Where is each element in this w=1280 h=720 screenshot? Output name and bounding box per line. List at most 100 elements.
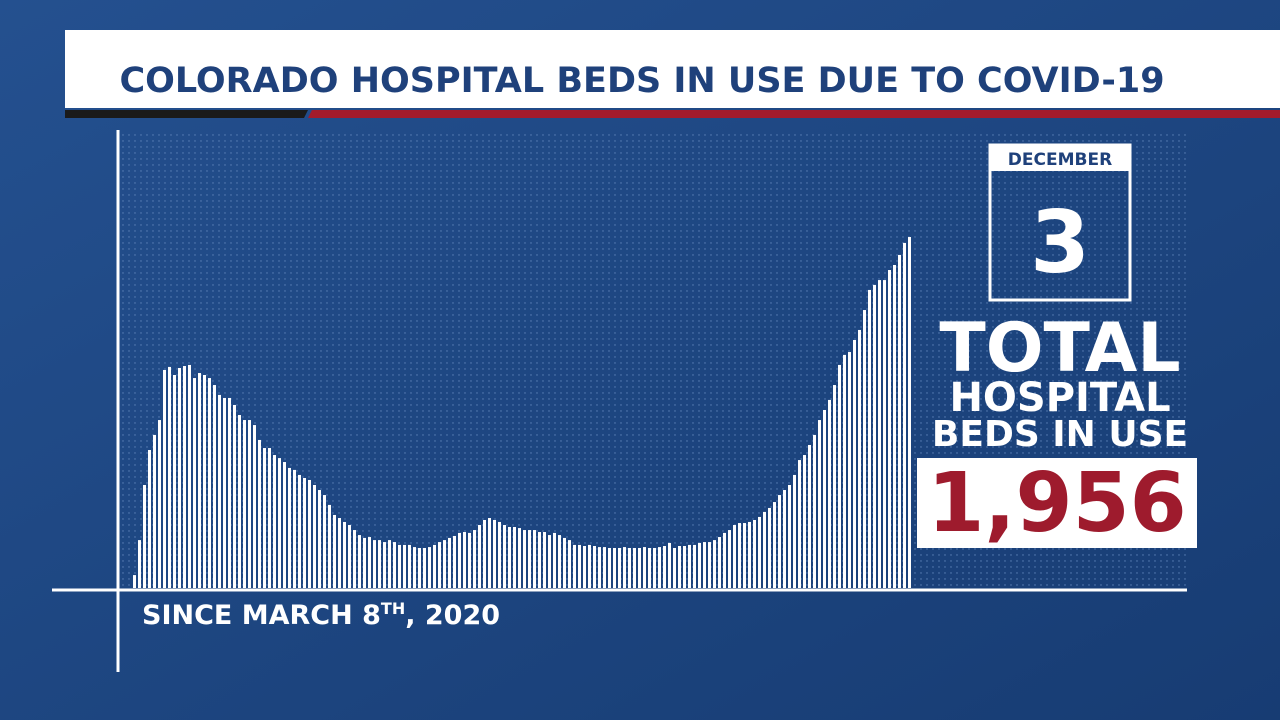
bars xyxy=(133,237,911,589)
bar xyxy=(788,484,791,588)
bar xyxy=(288,467,291,588)
bar xyxy=(628,547,631,588)
bar xyxy=(693,544,696,588)
bar xyxy=(688,544,691,588)
bar xyxy=(868,289,871,588)
bar xyxy=(658,547,661,588)
bar xyxy=(783,490,786,588)
bar xyxy=(683,546,686,588)
bar xyxy=(753,519,756,588)
bar xyxy=(728,530,731,588)
bar xyxy=(878,280,881,588)
total-label-3: BEDS IN USE xyxy=(932,414,1188,455)
bar xyxy=(293,469,296,588)
bar xyxy=(448,537,451,588)
bar xyxy=(833,385,836,588)
bar xyxy=(338,518,341,588)
bar xyxy=(738,523,741,588)
bar xyxy=(538,532,541,588)
bar xyxy=(698,542,701,588)
bar xyxy=(518,528,521,588)
bar xyxy=(633,547,636,588)
bar xyxy=(533,530,536,588)
bar xyxy=(473,530,476,588)
bar xyxy=(883,280,886,588)
bar xyxy=(278,458,281,588)
date-month: DECEMBER xyxy=(1008,150,1112,170)
bar xyxy=(513,526,516,588)
bar xyxy=(373,540,376,588)
bar xyxy=(348,525,351,588)
bar xyxy=(163,369,166,588)
bar xyxy=(363,537,366,588)
bar xyxy=(578,544,581,588)
bar xyxy=(608,547,611,588)
bar xyxy=(178,367,181,588)
bar xyxy=(263,448,266,588)
bar xyxy=(643,547,646,588)
bar xyxy=(198,373,201,588)
bar xyxy=(623,547,626,588)
total-label-1: TOTAL xyxy=(939,309,1180,388)
bar xyxy=(483,519,486,588)
bar xyxy=(528,530,531,588)
bar xyxy=(493,519,496,588)
bar xyxy=(778,495,781,588)
bar xyxy=(358,535,361,588)
bar xyxy=(423,547,426,588)
bar xyxy=(823,409,826,588)
bar xyxy=(158,420,161,588)
bar xyxy=(573,544,576,588)
bar xyxy=(388,540,391,588)
bar xyxy=(843,354,846,588)
since-superscript: TH xyxy=(381,599,405,618)
bar xyxy=(583,546,586,588)
bar xyxy=(443,540,446,588)
bar xyxy=(468,532,471,588)
bar xyxy=(248,420,251,588)
bar xyxy=(548,535,551,588)
bar xyxy=(303,477,306,588)
bar xyxy=(393,542,396,588)
bar xyxy=(523,530,526,588)
bar xyxy=(703,542,706,588)
bar xyxy=(298,474,301,588)
bar xyxy=(758,516,761,588)
bar xyxy=(368,537,371,588)
bar xyxy=(748,521,751,588)
calendar-header xyxy=(990,145,1130,171)
bar xyxy=(353,530,356,588)
bar xyxy=(598,547,601,588)
bar xyxy=(308,479,311,588)
bar xyxy=(558,535,561,588)
bar xyxy=(268,448,271,588)
bar xyxy=(563,537,566,588)
since-year: , 2020 xyxy=(405,600,500,631)
bar xyxy=(858,329,861,588)
bar xyxy=(153,434,156,588)
bar xyxy=(343,521,346,588)
bar xyxy=(218,394,221,588)
bar xyxy=(588,544,591,588)
bar xyxy=(678,546,681,588)
bar xyxy=(253,425,256,588)
bar xyxy=(413,547,416,588)
total-label-2: HOSPITAL xyxy=(949,375,1170,421)
bar xyxy=(733,525,736,588)
bar xyxy=(148,450,151,588)
bar xyxy=(138,540,141,588)
chart-title: COLORADO HOSPITAL BEDS IN USE DUE TO COV… xyxy=(119,61,1164,101)
bar xyxy=(773,502,776,588)
bar xyxy=(433,544,436,588)
bar xyxy=(668,542,671,588)
bar xyxy=(463,532,466,588)
bar xyxy=(428,547,431,588)
bar xyxy=(853,340,856,588)
bar xyxy=(203,374,206,588)
bar xyxy=(508,526,511,588)
bar xyxy=(233,404,236,588)
bar xyxy=(768,507,771,588)
bar xyxy=(403,544,406,588)
date-day: 3 xyxy=(1030,193,1090,293)
bar xyxy=(708,542,711,588)
